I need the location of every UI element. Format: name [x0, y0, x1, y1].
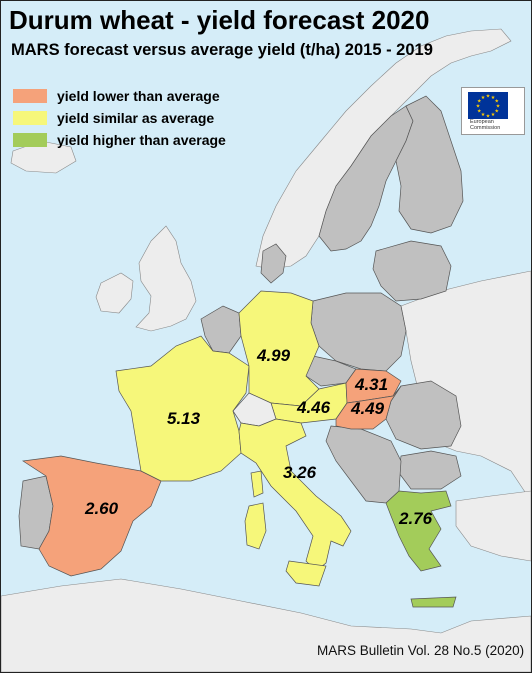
svg-text:★: ★	[486, 94, 491, 100]
yield-label-hungary: 4.49	[351, 399, 385, 418]
germany-land	[238, 290, 320, 407]
yield-label-greece: 2.76	[399, 509, 433, 528]
european-commission-logo: ★ ★ ★ ★ ★ ★ ★ ★ ★ ★ ★ ★ European Commission	[461, 87, 525, 135]
source-note: MARS Bulletin Vol. 28 No.5 (2020)	[317, 643, 525, 658]
eu-flag-icon: ★ ★ ★ ★ ★ ★ ★ ★ ★ ★ ★ ★	[468, 92, 508, 120]
finland-land	[395, 95, 464, 234]
legend-label-higher: yield higher than average	[57, 131, 226, 148]
svg-text:★: ★	[477, 108, 482, 114]
crete-land	[410, 596, 457, 608]
sardinia-land	[244, 502, 267, 550]
legend-swatch-similar	[13, 110, 47, 125]
svg-text:★: ★	[476, 104, 481, 110]
legend-label-lower: yield lower than average	[57, 87, 220, 104]
spain-land	[22, 455, 162, 577]
greece-land	[385, 490, 452, 572]
denmark-land	[260, 243, 287, 284]
svg-text:★: ★	[486, 114, 491, 120]
map-title: Durum wheat - yield forecast 2020	[9, 5, 430, 35]
svg-text:★: ★	[496, 104, 501, 110]
map-subtitle: MARS forecast versus average yield (t/ha…	[11, 41, 433, 59]
yield-label-spain: 2.60	[85, 499, 119, 518]
logo-text-line2: Commission	[470, 125, 501, 131]
yield-label-germany: 4.99	[257, 346, 291, 365]
ireland-land	[95, 272, 134, 314]
north-africa-land	[1, 578, 531, 672]
baltics-land	[372, 240, 452, 302]
svg-text:★: ★	[477, 99, 482, 105]
eastern-europe-land	[400, 270, 531, 502]
yield-label-france: 5.13	[167, 409, 201, 428]
legend-label-similar: yield similar as average	[57, 109, 215, 126]
yield-label-italy: 3.26	[283, 463, 317, 482]
corsica-land	[250, 470, 264, 498]
yield-label-slovakia: 4.31	[355, 375, 389, 394]
svg-text:★: ★	[494, 108, 499, 114]
legend-swatch-lower	[13, 88, 47, 103]
italy-land	[238, 418, 352, 572]
legend-item-similar: yield similar as average	[13, 107, 226, 128]
bulgaria-land	[398, 450, 462, 490]
svg-text:★: ★	[494, 99, 499, 105]
hungary-land	[335, 385, 402, 430]
turkey-land	[455, 490, 531, 562]
yield-label-austria: 4.46	[297, 398, 331, 417]
legend-item-lower: yield lower than average	[13, 85, 226, 106]
svg-text:★: ★	[491, 112, 496, 118]
logo-text: European Commission	[470, 119, 500, 131]
svg-text:★: ★	[481, 95, 486, 101]
svg-text:★: ★	[481, 112, 486, 118]
logo-text-line1: European	[470, 119, 494, 125]
svg-text:★: ★	[491, 95, 496, 101]
benelux-land	[200, 305, 242, 354]
legend: yield lower than average yield similar a…	[13, 85, 226, 151]
legend-item-higher: yield higher than average	[13, 129, 226, 150]
legend-swatch-higher	[13, 132, 47, 147]
uk-land	[135, 225, 197, 332]
sicily-land	[285, 560, 327, 587]
